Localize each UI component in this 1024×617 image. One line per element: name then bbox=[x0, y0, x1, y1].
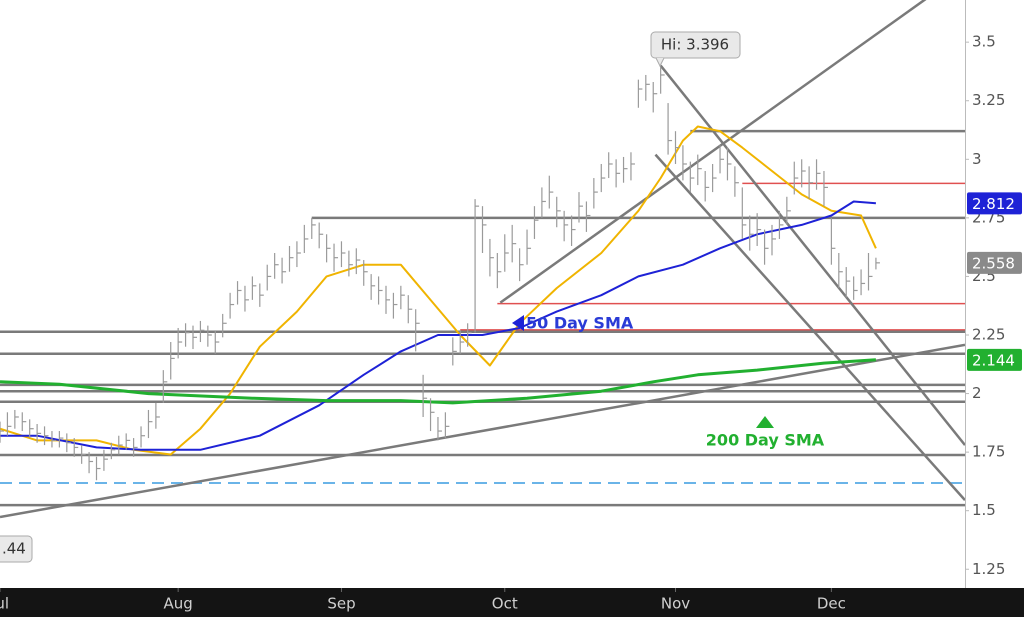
y-tick-label: 3.25 bbox=[972, 91, 1005, 109]
left-callout bbox=[0, 535, 33, 563]
trend-line bbox=[0, 343, 965, 519]
y-tick-label: 3.5 bbox=[972, 33, 996, 51]
left-label: .44 bbox=[2, 540, 26, 558]
x-tick-label: Dec bbox=[817, 595, 846, 613]
y-tick-label: 2.25 bbox=[972, 325, 1005, 343]
value-badge bbox=[967, 192, 1022, 215]
plot-layer bbox=[0, 0, 965, 519]
value-badge-label: 2.144 bbox=[972, 351, 1015, 369]
sma50-label: 50 Day SMA bbox=[526, 314, 634, 333]
trend-line bbox=[654, 153, 965, 501]
value-badge bbox=[967, 348, 1022, 371]
x-tick-label: Sep bbox=[327, 595, 355, 613]
value-badge-label: 2.558 bbox=[972, 254, 1015, 272]
axis-layer: 1.251.51.7522.252.52.7533.253.5JulAugSep… bbox=[0, 33, 1022, 613]
callout-box bbox=[650, 31, 741, 59]
callout-pointer bbox=[655, 57, 665, 68]
y-tick-label: 3 bbox=[972, 150, 982, 168]
x-tick-label: Nov bbox=[661, 595, 690, 613]
y-tick-label: 2 bbox=[972, 384, 982, 402]
high-callout: Hi: 3.396 bbox=[650, 31, 741, 68]
value-badge-label: 2.812 bbox=[972, 195, 1015, 213]
x-axis-band bbox=[0, 588, 1024, 617]
high-label: Hi: 3.396 bbox=[661, 36, 729, 54]
trend-line bbox=[499, 0, 927, 304]
y-tick-label: 1.5 bbox=[972, 501, 996, 519]
y-tick-label: 1.75 bbox=[972, 443, 1005, 461]
ma-line bbox=[0, 358, 876, 405]
x-tick-label: Oct bbox=[492, 595, 518, 613]
sma200-arrow bbox=[756, 416, 774, 428]
x-tick-label: Jul bbox=[0, 595, 9, 613]
ma-line bbox=[0, 125, 877, 456]
plot-area bbox=[0, 0, 965, 588]
sma50-arrow bbox=[512, 315, 524, 331]
value-badge bbox=[967, 251, 1022, 274]
x-tick-label: Aug bbox=[164, 595, 193, 613]
sma200-label: 200 Day SMA bbox=[706, 431, 825, 450]
y-tick-label: 1.25 bbox=[972, 560, 1005, 578]
